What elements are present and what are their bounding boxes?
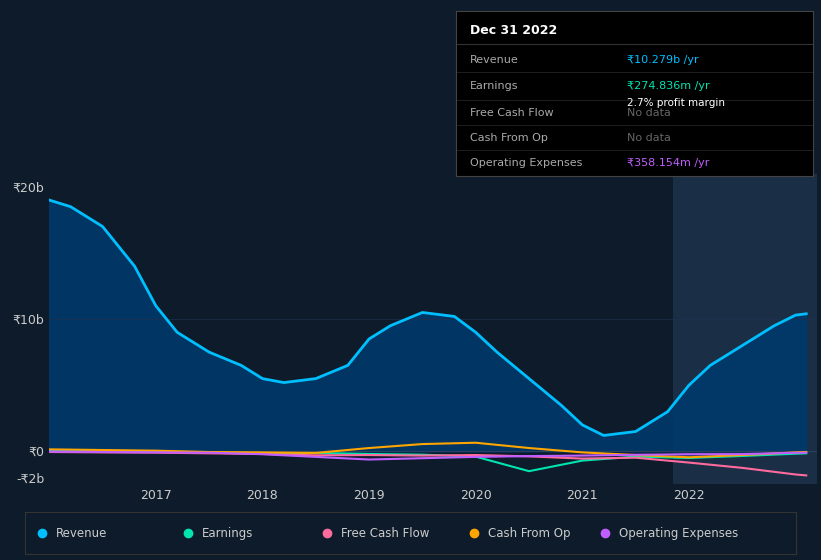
Text: Revenue: Revenue	[470, 55, 519, 65]
Bar	[673, 174, 817, 484]
Text: No data: No data	[627, 133, 671, 143]
Text: Earnings: Earnings	[470, 81, 518, 91]
Text: Revenue: Revenue	[56, 527, 107, 540]
Text: ₹358.154m /yr: ₹358.154m /yr	[627, 158, 709, 168]
Text: ₹274.836m /yr: ₹274.836m /yr	[627, 81, 709, 91]
Text: Cash From Op: Cash From Op	[488, 527, 570, 540]
Text: Dec 31 2022: Dec 31 2022	[470, 25, 557, 38]
Text: Free Cash Flow: Free Cash Flow	[470, 108, 553, 118]
Text: Earnings: Earnings	[202, 527, 254, 540]
Text: Operating Expenses: Operating Expenses	[470, 158, 582, 168]
Text: No data: No data	[627, 108, 671, 118]
Text: Free Cash Flow: Free Cash Flow	[341, 527, 429, 540]
Text: ₹10.279b /yr: ₹10.279b /yr	[627, 55, 699, 65]
Text: Operating Expenses: Operating Expenses	[619, 527, 738, 540]
Text: Cash From Op: Cash From Op	[470, 133, 548, 143]
Text: 2.7% profit margin: 2.7% profit margin	[627, 98, 725, 108]
